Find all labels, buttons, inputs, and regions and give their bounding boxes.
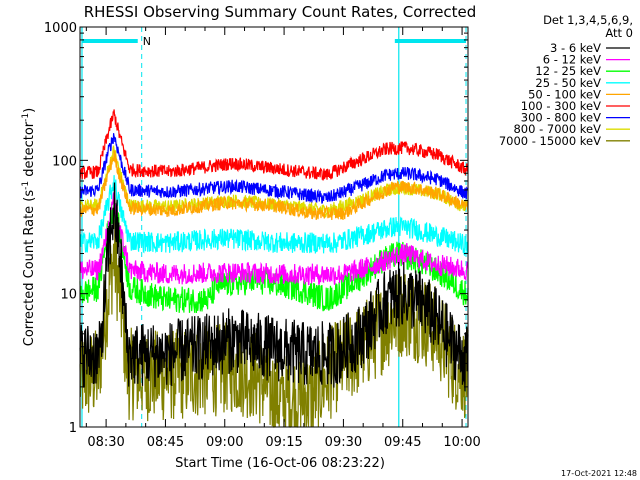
- x-tick-label: 09:15: [265, 435, 302, 450]
- x-tick-label: 09:30: [325, 435, 362, 450]
- y-tick-label: 1: [69, 421, 77, 436]
- legend-label: 3 - 6 keV: [550, 41, 601, 55]
- y-tick-label: 1000: [44, 21, 77, 36]
- plot-frame: [79, 26, 469, 428]
- legend-label: 12 - 25 keV: [535, 64, 601, 78]
- series-trace: [79, 192, 469, 286]
- series-trace: [79, 150, 469, 221]
- y-axis-label: Corrected Count Rate (s-1 detector-1): [21, 108, 37, 346]
- legend-label: 7000 - 15000 keV: [499, 134, 601, 148]
- y-tick-label: 10: [60, 288, 77, 303]
- legend-header-line-2: Att 0: [605, 26, 633, 40]
- axes-ticks: 08:30 08:45 09:00 09:15 09:30 09:45 10:00 1 10 10…: [44, 21, 481, 450]
- y-label-sup-1: -1: [21, 181, 31, 190]
- y-label-sup-2: -1: [21, 113, 31, 122]
- x-tick-label: 10:00: [443, 435, 480, 450]
- y-tick-label: 100: [52, 154, 77, 169]
- y-label-part-1: Corrected Count Rate (s: [22, 190, 37, 347]
- legend-label: 100 - 300 keV: [521, 99, 601, 113]
- series-trace: [79, 133, 469, 204]
- y-label-part-3: ): [22, 108, 37, 113]
- chart-title: RHESSI Observing Summary Count Rates, Co…: [84, 3, 477, 21]
- legend-header-line-1: Det 1,3,4,5,6,9,: [543, 13, 633, 27]
- plot-content: N: [79, 27, 469, 428]
- series-trace: [79, 109, 469, 181]
- timestamp: 17-Oct-2021 12:48: [561, 469, 637, 478]
- x-tick-label: 08:30: [87, 435, 124, 450]
- legend-label: 25 - 50 keV: [535, 76, 601, 90]
- legend-label: 50 - 100 keV: [528, 87, 601, 101]
- flag-label: N: [143, 35, 151, 48]
- legend-label: 300 - 800 keV: [521, 111, 601, 125]
- legend-label: 6 - 12 keV: [543, 53, 601, 67]
- x-tick-label: 08:45: [147, 435, 184, 450]
- x-tick-label: 09:00: [206, 435, 243, 450]
- series-trace: [79, 175, 469, 256]
- series-trace: [79, 182, 469, 392]
- legend-label: 800 - 7000 keV: [513, 122, 601, 136]
- y-label-part-2: detector: [22, 121, 37, 181]
- x-tick-label: 09:45: [384, 435, 421, 450]
- x-axis-label: Start Time (16-Oct-06 08:23:22): [175, 456, 385, 471]
